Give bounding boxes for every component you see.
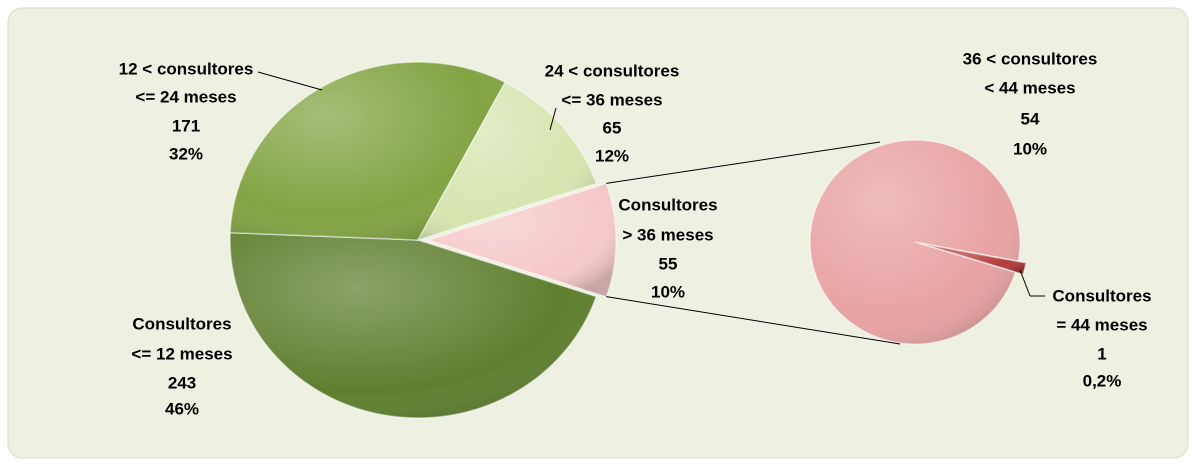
- percent-label: 0,2%: [1083, 371, 1122, 390]
- category-label: <= 12 meses: [131, 344, 232, 363]
- slice-sheen: [230, 62, 506, 240]
- value-label: 54: [1021, 109, 1040, 128]
- value-label: 55: [659, 254, 678, 273]
- value-label: 65: [603, 118, 622, 137]
- category-label: 36 < consultores: [963, 49, 1098, 68]
- connector-line: [606, 141, 881, 184]
- category-label: 12 < consultores: [119, 59, 254, 78]
- category-label: <= 36 meses: [561, 90, 662, 109]
- percent-label: 10%: [651, 282, 685, 301]
- slice-sheen: [428, 183, 616, 297]
- percent-label: 46%: [165, 399, 199, 418]
- percent-label: 32%: [169, 144, 203, 163]
- labels: Consultores <= 12 meses 243 46% 12 < consult…: [119, 49, 1152, 418]
- slice-sheen: [418, 82, 597, 240]
- category-label: > 36 meses: [622, 225, 713, 244]
- category-label: Consultores: [132, 314, 231, 333]
- category-label: = 44 meses: [1056, 315, 1147, 334]
- slice-sheen: [922, 243, 1026, 275]
- value-label: 171: [172, 116, 200, 135]
- category-label: Consultores: [1052, 286, 1151, 305]
- value-label: 243: [168, 373, 196, 392]
- leader-line: [1019, 269, 1031, 297]
- category-label: <= 24 meses: [135, 87, 236, 106]
- percent-label: 10%: [1013, 139, 1047, 158]
- leader-line: [549, 107, 557, 131]
- slice-sheen: [230, 232, 597, 418]
- pie-area: [229, 61, 1045, 419]
- leader-line: [257, 71, 323, 91]
- value-label: 1: [1097, 344, 1106, 363]
- category-label: 24 < consultores: [545, 61, 680, 80]
- category-label: Consultores: [618, 195, 717, 214]
- category-label: < 44 meses: [984, 78, 1075, 97]
- connector-line: [606, 296, 901, 345]
- percent-label: 12%: [595, 146, 629, 165]
- slice-sheen: [810, 139, 1021, 344]
